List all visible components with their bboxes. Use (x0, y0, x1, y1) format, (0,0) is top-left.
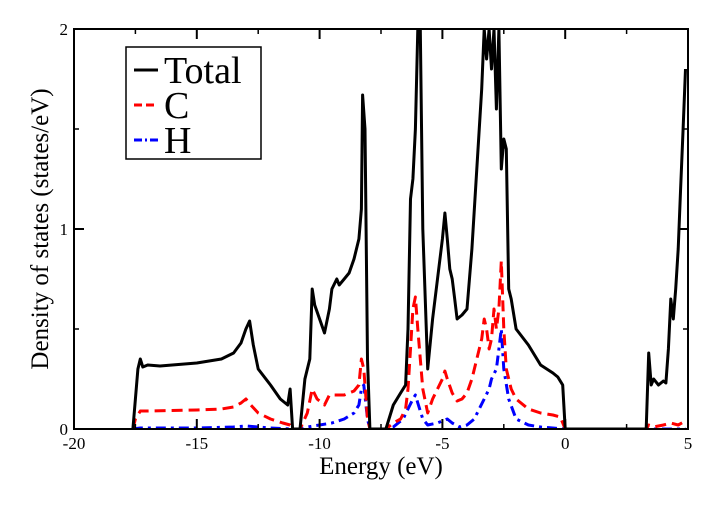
x-tick-label: 0 (561, 434, 570, 453)
x-tick-label: -5 (435, 434, 449, 453)
series-layer (131, 29, 687, 429)
x-axis-ticks: -20 -15 -10 -5 0 5 (63, 29, 693, 453)
legend-label-h: H (164, 120, 191, 162)
y-tick-label: 1 (60, 220, 69, 239)
y-tick-label: 2 (60, 20, 69, 39)
legend-label-total: Total (164, 50, 242, 92)
y-tick-label: 0 (60, 420, 69, 439)
x-tick-label: -10 (308, 434, 331, 453)
x-axis-title: Energy (eV) (319, 453, 443, 480)
y-axis-ticks: 0 1 2 (60, 20, 688, 439)
series-line-h (132, 327, 686, 429)
legend-label-c: C (164, 85, 189, 127)
series-line-c (131, 259, 687, 429)
x-tick-label: -15 (185, 434, 208, 453)
x-tick-label: 5 (684, 434, 693, 453)
y-axis-title: Density of states (states/eV) (27, 88, 54, 369)
legend-box (125, 46, 262, 160)
series-line-total (131, 29, 687, 429)
x-tick-label: -20 (63, 434, 86, 453)
